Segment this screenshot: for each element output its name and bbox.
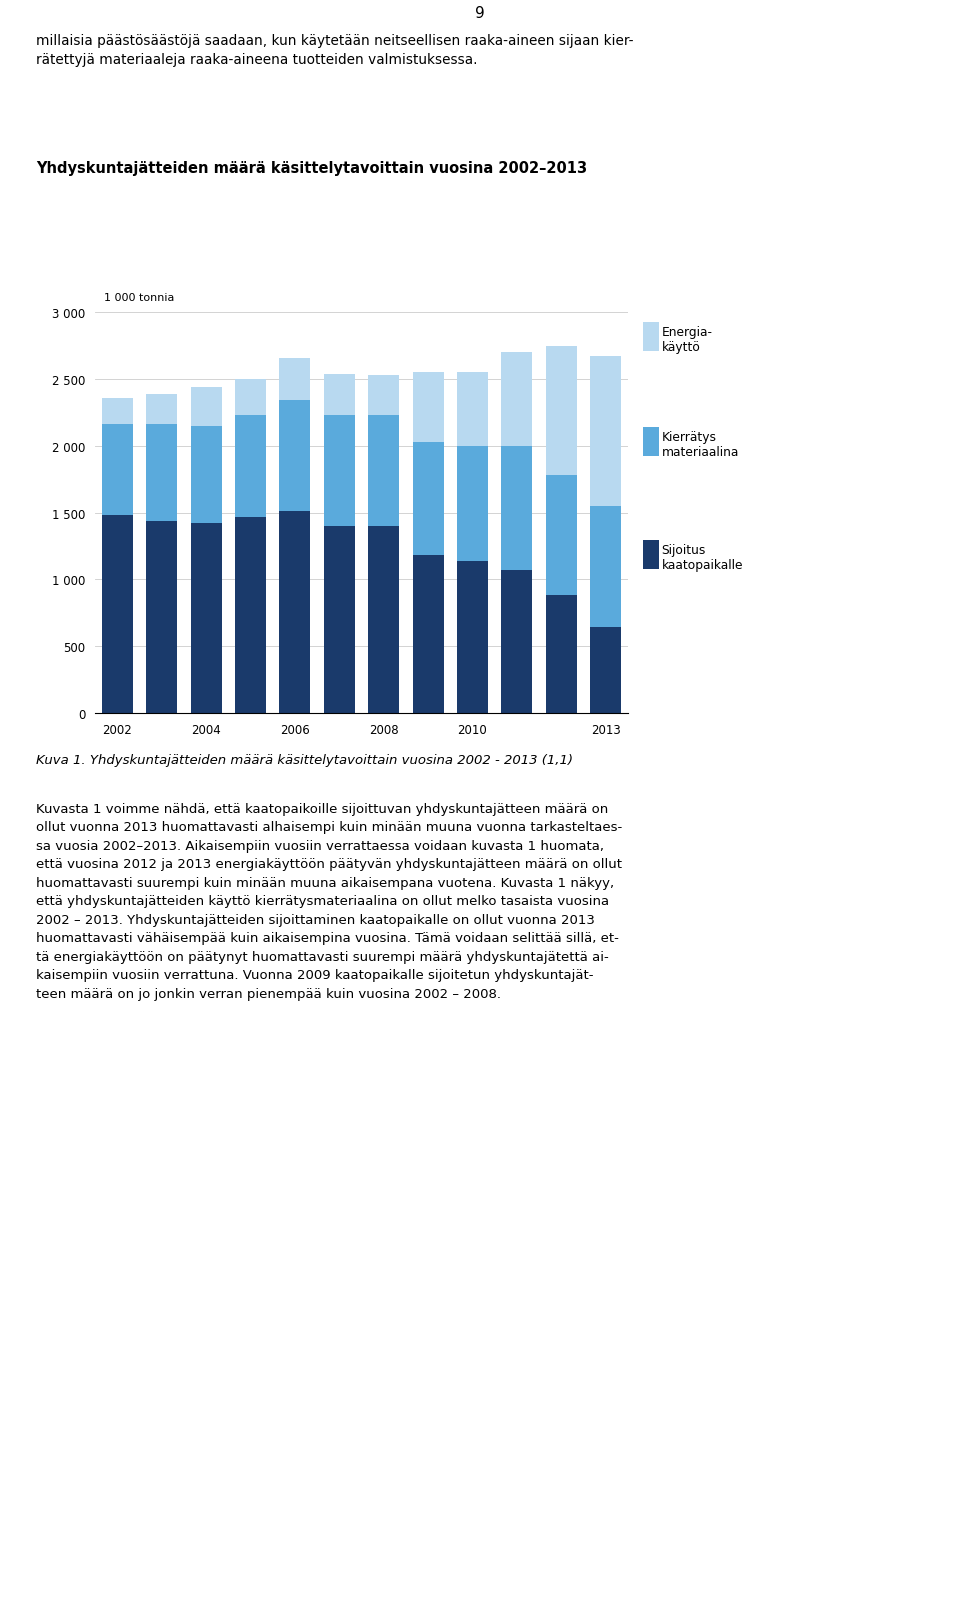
Bar [146, 424, 178, 521]
Bar [457, 562, 488, 713]
Bar [501, 571, 533, 713]
Bar [279, 512, 310, 713]
Text: Kierrätys
materiaalina: Kierrätys materiaalina [661, 431, 739, 458]
Bar [545, 347, 577, 476]
Bar [146, 394, 178, 424]
Bar [413, 373, 444, 442]
Bar [590, 357, 621, 507]
Bar [235, 379, 266, 416]
Text: Yhdyskuntajätteiden määrä käsittelytavoittain vuosina 2002–2013: Yhdyskuntajätteiden määrä käsittelytavoi… [36, 161, 588, 176]
Bar [235, 416, 266, 516]
Bar [590, 628, 621, 713]
Bar [457, 447, 488, 562]
Bar [102, 399, 132, 424]
Bar [368, 416, 399, 526]
Text: Sijoitus
kaatopaikalle: Sijoitus kaatopaikalle [661, 544, 743, 571]
Bar [368, 376, 399, 416]
Bar [501, 447, 533, 571]
Bar [413, 442, 444, 555]
Bar [545, 596, 577, 713]
Bar [324, 374, 355, 416]
Bar [279, 358, 310, 402]
Bar [324, 416, 355, 526]
Bar [368, 526, 399, 713]
Bar [501, 353, 533, 447]
Bar [102, 424, 132, 516]
Bar [279, 402, 310, 512]
Text: millaisia päästösäästöjä saadaan, kun käytetään neitseellisen raaka-aineen sijaa: millaisia päästösäästöjä saadaan, kun kä… [36, 34, 634, 68]
Bar [413, 555, 444, 713]
Bar [190, 426, 222, 525]
Text: 1 000 tonnia: 1 000 tonnia [104, 292, 175, 302]
Text: Kuva 1. Yhdyskuntajätteiden määrä käsittelytavoittain vuosina 2002 - 2013 (1,1): Kuva 1. Yhdyskuntajätteiden määrä käsitt… [36, 754, 573, 767]
Bar [190, 525, 222, 713]
Bar [545, 476, 577, 596]
Bar [457, 373, 488, 447]
Text: 9: 9 [475, 6, 485, 21]
Bar [324, 526, 355, 713]
Bar [190, 387, 222, 426]
Bar [590, 507, 621, 628]
Bar [235, 516, 266, 713]
Bar [146, 521, 178, 713]
Text: Energia-
käyttö: Energia- käyttö [661, 326, 712, 353]
Text: Kuvasta 1 voimme nähdä, että kaatopaikoille sijoittuvan yhdyskuntajätteen määrä : Kuvasta 1 voimme nähdä, että kaatopaikoi… [36, 802, 623, 1001]
Bar [102, 516, 132, 713]
